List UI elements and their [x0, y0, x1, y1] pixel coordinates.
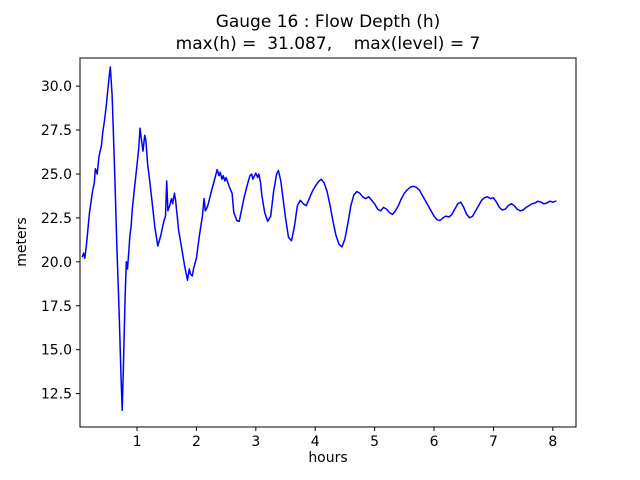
x-tick-label: 4: [311, 434, 320, 450]
x-tick-label: 6: [430, 434, 439, 450]
y-tick-label: 27.5: [41, 123, 72, 139]
y-tick-label: 22.5: [41, 211, 72, 227]
chart-title: Gauge 16 : Flow Depth (h): [215, 12, 441, 32]
x-tick-label: 5: [370, 434, 379, 450]
x-tick-label: 7: [489, 434, 498, 450]
axes-frame: [79, 57, 577, 428]
y-tick-label: 25.0: [41, 167, 72, 183]
x-tick-label: 3: [251, 434, 260, 450]
y-tick-label: 12.5: [41, 387, 72, 403]
y-tick-label: 20.0: [41, 255, 72, 271]
x-axis-label: hours: [308, 450, 348, 466]
x-tick-label: 8: [548, 434, 557, 450]
y-tick-label: 15.0: [41, 343, 72, 359]
y-tick-label: 17.5: [41, 299, 72, 315]
flow-depth-line: [81, 66, 557, 412]
chart-subtitle: max(h) = 31.087, max(level) = 7: [175, 34, 481, 54]
x-tick-label: 2: [192, 434, 201, 450]
y-tick-label: 30.0: [41, 79, 72, 95]
x-tick-label: 1: [133, 434, 142, 450]
